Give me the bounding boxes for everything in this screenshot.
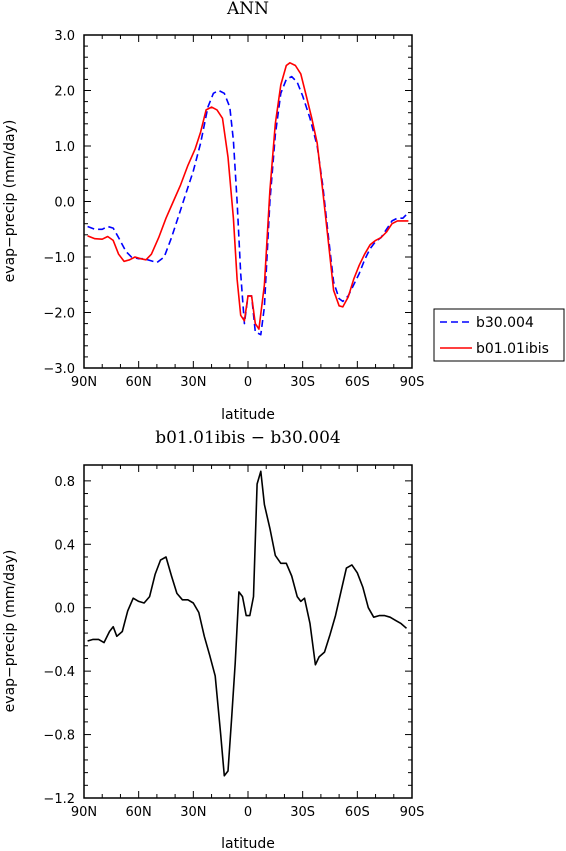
y-tick-label: −3.0 bbox=[43, 362, 75, 377]
legend-label-b01-01ibis: b01.01ibis bbox=[476, 341, 549, 357]
plot-frame-bottom bbox=[83, 464, 413, 799]
legend-box bbox=[433, 308, 565, 362]
legend: b30.004 b01.01ibis bbox=[433, 308, 565, 362]
legend-label-b30-004: b30.004 bbox=[476, 315, 534, 331]
x-tick-label: 90S bbox=[400, 375, 425, 390]
x-tick-label: 60N bbox=[126, 375, 152, 390]
y-tick-label: −0.8 bbox=[43, 729, 75, 744]
x-tick-label: 60S bbox=[345, 375, 370, 390]
panel-top: ANN evap−precip (mm/day) latitude 90N 60N… bbox=[2, 0, 424, 423]
x-axis-label-top: latitude bbox=[221, 407, 275, 423]
y-axis-label-bottom: evap−precip (mm/day) bbox=[2, 550, 18, 713]
x-tick-label: 90N bbox=[71, 805, 97, 820]
y-tick-label: 0.8 bbox=[54, 475, 75, 490]
series-lines-bottom bbox=[87, 470, 408, 777]
x-tick-label: 30S bbox=[290, 375, 315, 390]
series-line-b01-01ibis bbox=[87, 62, 409, 330]
y-tick-label: 3.0 bbox=[54, 29, 75, 44]
series-line-difference bbox=[87, 470, 408, 777]
y-tick-label: 2.0 bbox=[54, 85, 75, 100]
x-tick-label: 0 bbox=[244, 375, 252, 390]
ticks-top: 90N 60N 30N 0 30S 60S 90S −3.0 −2.0 −1.0 0.0 1.0 2.0… bbox=[43, 29, 424, 390]
x-tick-label: 90N bbox=[71, 375, 97, 390]
plot-frame-top bbox=[83, 34, 413, 369]
x-tick-label: 0 bbox=[244, 805, 252, 820]
y-tick-label: −0.4 bbox=[43, 665, 75, 680]
x-tick-label: 30N bbox=[180, 805, 206, 820]
y-tick-label: −2.0 bbox=[43, 307, 75, 322]
x-tick-label: 30S bbox=[290, 805, 315, 820]
x-tick-label: 60S bbox=[345, 805, 370, 820]
x-tick-label: 30N bbox=[180, 375, 206, 390]
chart-title-bottom: b01.01ibis − b30.004 bbox=[155, 428, 340, 448]
panel-bottom: b01.01ibis − b30.004 evap−precip (mm/day… bbox=[2, 428, 424, 851]
y-tick-label: 0.0 bbox=[54, 196, 75, 211]
y-tick-label: −1.0 bbox=[43, 251, 75, 266]
series-lines-top bbox=[87, 62, 409, 336]
y-tick-label: −1.2 bbox=[43, 792, 75, 807]
y-tick-label: 0.0 bbox=[54, 602, 75, 617]
y-axis-label-top: evap−precip (mm/day) bbox=[2, 120, 18, 283]
chart-title-top: ANN bbox=[226, 0, 269, 19]
x-tick-label: 60N bbox=[126, 805, 152, 820]
x-tick-label: 90S bbox=[400, 805, 425, 820]
ticks-bottom: 90N 60N 30N 0 30S 60S 90S −1.2 −0.8 −0.4 0.0 0.4 0.8 bbox=[43, 465, 424, 820]
y-tick-label: 1.0 bbox=[54, 140, 75, 155]
y-tick-label: 0.4 bbox=[54, 538, 75, 553]
x-axis-label-bottom: latitude bbox=[221, 836, 275, 851]
